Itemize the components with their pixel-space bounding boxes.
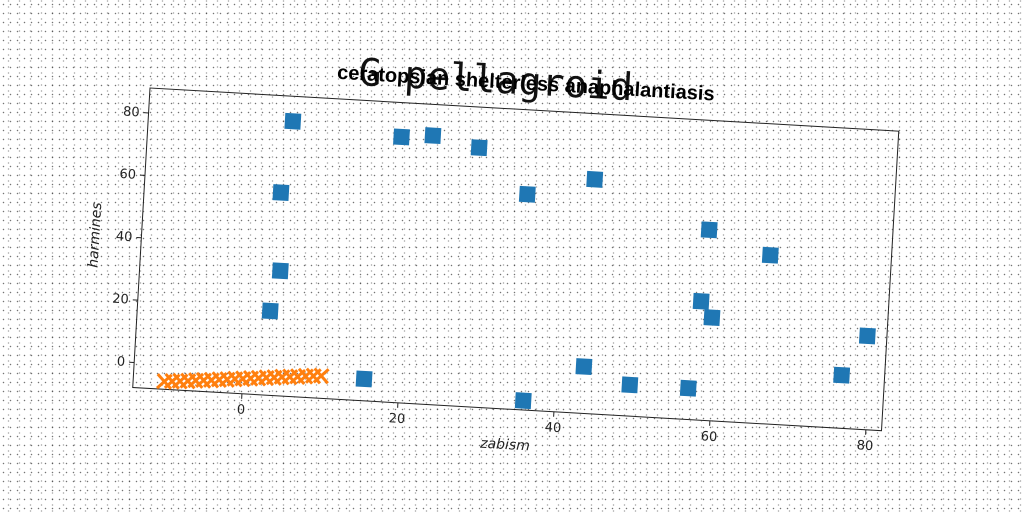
x-tick-label: 40	[544, 420, 561, 436]
data-point	[621, 376, 639, 394]
data-point	[761, 246, 779, 264]
data-point	[355, 370, 373, 388]
data-point	[261, 302, 279, 320]
x-tick-label: 0	[236, 403, 245, 418]
data-point	[518, 185, 536, 203]
data-point	[312, 367, 330, 385]
y-tick-label: 0	[116, 355, 125, 370]
chart-container: ceratopsian shelterless anaphalantiasis …	[86, 62, 900, 454]
y-tick-label: 40	[115, 229, 132, 245]
chart-title: ceratopsian shelterless anaphalantiasis	[337, 62, 716, 106]
scatter-chart: ceratopsian shelterless anaphalantiasis …	[86, 62, 900, 455]
data-point	[679, 379, 697, 397]
data-point-stroke	[312, 368, 330, 384]
data-point	[470, 139, 488, 157]
data-point	[575, 358, 593, 376]
data-point	[692, 292, 710, 310]
y-tick-label: 20	[112, 292, 129, 308]
data-point	[284, 112, 302, 130]
x-tick-label: 80	[856, 438, 873, 454]
plot-frame	[132, 87, 900, 432]
y-tick-label: 80	[123, 104, 140, 120]
x-tick-label: 20	[388, 411, 405, 427]
data-point	[700, 221, 718, 239]
data-point	[833, 366, 851, 384]
data-point	[703, 309, 721, 327]
data-point	[424, 127, 442, 145]
y-tick-label: 60	[119, 167, 136, 183]
data-point	[271, 262, 289, 280]
data-point	[514, 392, 532, 410]
data-point	[858, 327, 876, 345]
data-point	[272, 184, 290, 202]
x-axis-label: zabism	[479, 436, 530, 455]
data-point	[586, 170, 604, 188]
x-tick-label: 60	[700, 429, 717, 445]
data-point	[393, 128, 410, 146]
y-axis-label: harmines	[86, 202, 106, 268]
